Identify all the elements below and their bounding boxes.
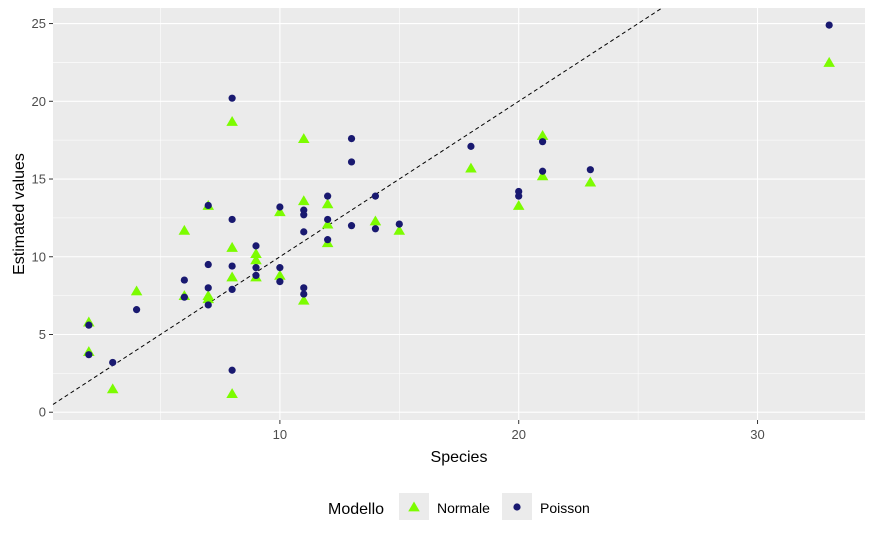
point-poisson <box>586 166 594 174</box>
legend-marker-normale <box>408 501 420 512</box>
plot-panel <box>53 8 865 420</box>
point-poisson <box>347 222 356 230</box>
point-poisson <box>324 192 332 200</box>
point-poisson <box>180 276 188 284</box>
x-axis-title: Species <box>431 449 488 466</box>
y-tick-label: 0 <box>39 405 46 420</box>
point-normale <box>297 294 310 305</box>
x-tick-label: 10 <box>273 427 287 442</box>
point-poisson <box>228 215 236 224</box>
point-normale <box>393 224 406 235</box>
point-poisson <box>276 203 284 211</box>
point-normale <box>465 162 477 173</box>
point-poisson <box>228 285 236 294</box>
legend: Modello Normale Poisson <box>328 493 590 520</box>
points-layer <box>83 21 835 398</box>
point-poisson <box>300 290 308 298</box>
point-poisson <box>228 366 236 374</box>
point-poisson <box>538 138 547 146</box>
point-poisson <box>324 236 332 244</box>
point-normale <box>536 129 549 140</box>
point-normale <box>297 195 310 206</box>
legend-label-normale: Normale <box>437 500 490 516</box>
y-tick-label: 10 <box>32 249 46 264</box>
point-poisson <box>85 321 93 329</box>
point-poisson <box>132 306 141 314</box>
y-tick-label: 5 <box>39 327 46 342</box>
point-normale <box>226 115 238 126</box>
y-tick-label: 20 <box>32 94 46 109</box>
point-poisson <box>347 158 356 166</box>
point-poisson <box>300 211 308 219</box>
axis-ticks <box>49 23 759 424</box>
point-poisson <box>204 260 212 269</box>
legend-marker-poisson <box>513 503 521 511</box>
point-poisson <box>467 142 475 150</box>
point-normale <box>823 56 835 67</box>
legend-title: Modello <box>328 501 384 518</box>
x-tick-label: 30 <box>750 427 764 442</box>
point-poisson <box>180 293 188 301</box>
point-poisson <box>228 262 236 270</box>
point-normale <box>106 383 119 394</box>
point-normale <box>130 285 143 296</box>
point-normale <box>369 215 382 226</box>
point-poisson <box>276 278 284 286</box>
point-poisson <box>252 242 260 250</box>
point-normale <box>250 248 262 259</box>
point-poisson <box>371 192 380 200</box>
point-poisson <box>204 201 212 210</box>
point-poisson <box>371 225 380 233</box>
point-poisson <box>85 351 93 359</box>
x-tick-label: 20 <box>511 427 525 442</box>
point-poisson <box>515 192 523 200</box>
point-normale <box>274 269 286 280</box>
point-normale <box>321 218 334 229</box>
point-poisson <box>228 94 236 102</box>
point-normale <box>512 199 525 210</box>
point-normale <box>178 224 191 235</box>
point-poisson <box>300 284 308 292</box>
tick-labels: 10 20 30 0 5 10 15 20 25 <box>32 16 765 442</box>
point-normale <box>226 271 238 282</box>
point-normale <box>226 388 238 398</box>
y-tick-label: 25 <box>32 16 46 31</box>
point-normale <box>536 170 549 181</box>
point-poisson <box>347 134 356 143</box>
point-normale <box>226 241 238 252</box>
point-poisson <box>252 264 260 272</box>
point-poisson <box>276 264 284 272</box>
point-normale <box>202 293 215 304</box>
point-normale <box>297 133 310 143</box>
legend-label-poisson: Poisson <box>540 500 590 516</box>
point-poisson <box>252 271 260 280</box>
point-poisson <box>109 358 117 367</box>
point-poisson <box>300 228 308 236</box>
reference-line-layer <box>52 7 663 405</box>
point-normale <box>321 198 334 209</box>
point-poisson <box>825 21 833 29</box>
point-normale <box>274 206 286 217</box>
point-poisson <box>538 167 547 175</box>
point-poisson <box>204 301 212 309</box>
major-gridlines <box>53 8 865 420</box>
point-poisson <box>395 220 403 228</box>
point-poisson <box>324 215 332 224</box>
y-axis-title: Estimated values <box>11 153 28 275</box>
point-poisson <box>204 284 212 292</box>
point-normale <box>584 176 597 187</box>
y-tick-label: 15 <box>32 172 46 187</box>
reference-line <box>52 7 663 405</box>
point-normale <box>250 254 262 265</box>
